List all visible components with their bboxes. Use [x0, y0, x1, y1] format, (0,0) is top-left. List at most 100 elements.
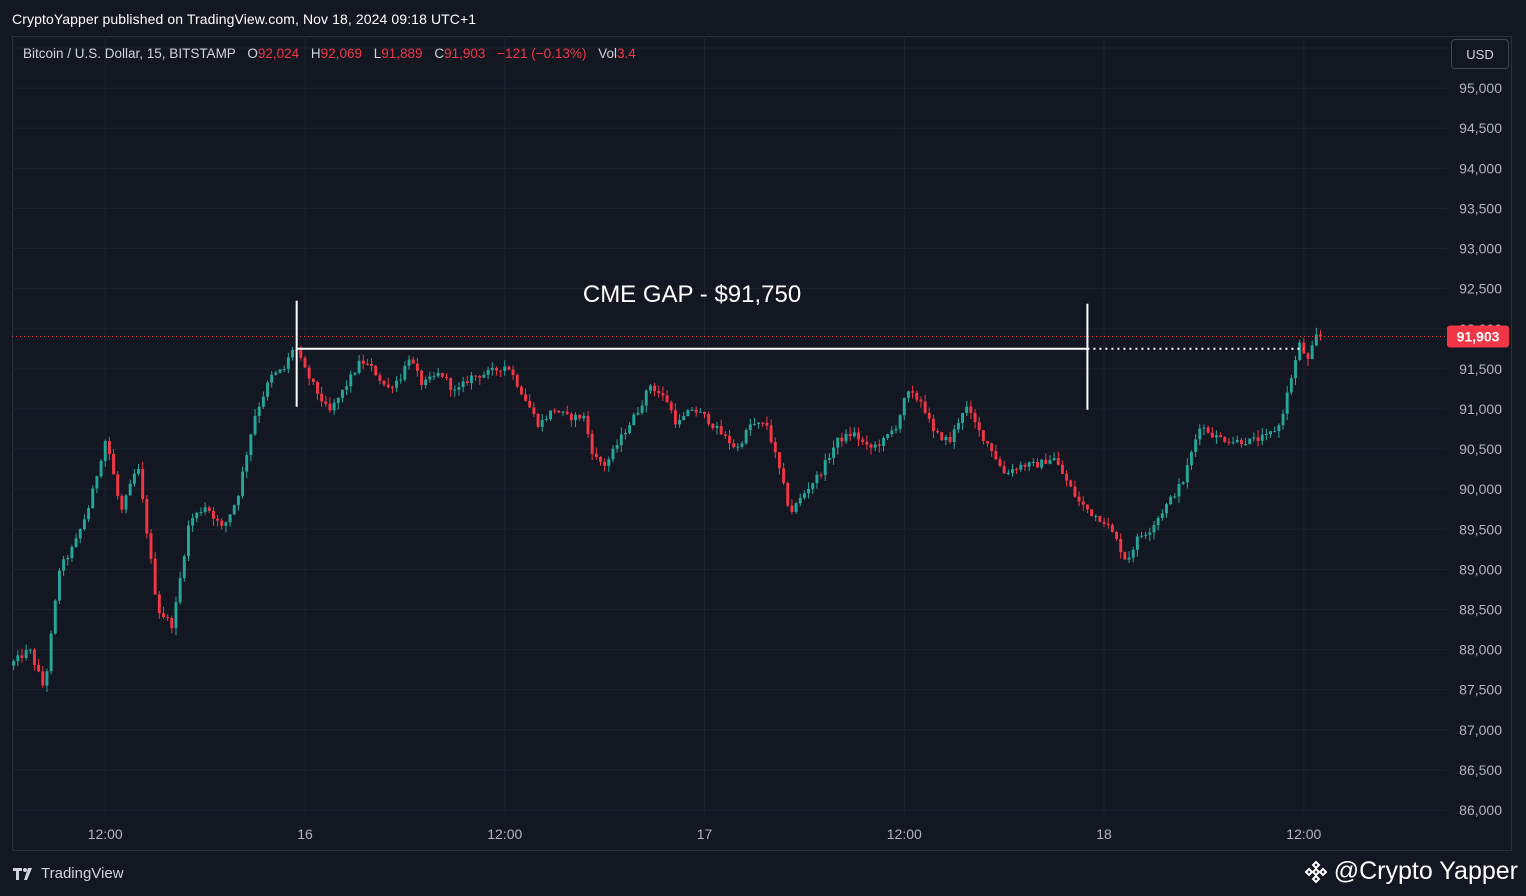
candle-body [1281, 413, 1285, 426]
candle-body [207, 507, 211, 511]
candle-body [395, 380, 399, 388]
price-tick-label: 89,500 [1459, 521, 1502, 537]
candle-body [886, 434, 890, 439]
candle-body [1173, 496, 1177, 498]
candle-body [890, 430, 894, 435]
candle-body [1239, 439, 1243, 445]
candle-body [95, 476, 99, 489]
candle-body [345, 386, 349, 390]
price-tick-label: 86,500 [1459, 762, 1502, 778]
candle-body [852, 432, 856, 437]
candle-body [507, 366, 511, 370]
candle-body [544, 419, 548, 421]
candle-body [661, 393, 665, 396]
price-chart[interactable]: CME GAP - $91,750 86,000 86,500 87,000 87,5… [12, 36, 1512, 851]
candle-body [490, 367, 494, 370]
watermark-text: @Crypto Yapper [1333, 857, 1518, 885]
candle-body [182, 556, 186, 578]
candle-body [320, 393, 324, 402]
price-tick-label: 87,500 [1459, 682, 1502, 698]
candle-body [1302, 342, 1306, 354]
candle-body [907, 391, 910, 398]
publish-bar: CryptoYapper published on TradingView.co… [0, 0, 1526, 36]
candle-body [744, 430, 748, 444]
price-tick-label: 87,000 [1459, 722, 1502, 738]
candle-body [915, 392, 919, 400]
candle-body [1115, 531, 1119, 540]
candle-body [282, 368, 286, 370]
candle-body [882, 438, 885, 446]
candle-body [1252, 437, 1256, 439]
candle-body [648, 385, 652, 391]
candle-body [1144, 534, 1148, 536]
candle-body [20, 655, 24, 658]
price-tick-label: 95,000 [1459, 80, 1502, 96]
candle-body [1023, 464, 1027, 467]
candle-body [553, 410, 557, 412]
candle-body [1314, 334, 1318, 346]
candle-body [911, 391, 915, 393]
candle-body [145, 499, 149, 534]
candle-body [440, 373, 444, 377]
candle-body [927, 412, 931, 419]
candle-body [311, 378, 315, 382]
candle-body [436, 373, 440, 376]
candle-body [245, 455, 249, 472]
candle-body [969, 406, 973, 413]
candle-body [528, 400, 532, 408]
candle-body [898, 415, 902, 429]
candle-body [411, 359, 415, 364]
candle-body [757, 422, 761, 425]
candle-body [657, 391, 661, 394]
candle-body [865, 441, 869, 445]
candle-body [1319, 334, 1322, 337]
candle-body [1277, 425, 1281, 432]
candle-body [644, 390, 648, 406]
candle-body [590, 433, 594, 454]
candle-body [623, 433, 627, 435]
change-value: −121 (−0.13%) [497, 46, 587, 61]
currency-button[interactable]: USD [1451, 39, 1509, 69]
candle-body [578, 414, 582, 419]
candle-body [773, 442, 777, 453]
candle-body [815, 474, 819, 484]
candle-body [1294, 359, 1297, 379]
candle-body [1185, 465, 1189, 483]
candle-body [1011, 469, 1014, 473]
candle-body [470, 375, 473, 384]
candle-body [611, 448, 615, 460]
candle-body [1135, 536, 1139, 550]
candle-body [1248, 438, 1252, 445]
candle-body [170, 617, 174, 629]
candle-body [798, 497, 802, 504]
candle-body [33, 649, 36, 665]
candle-body [57, 570, 61, 601]
candle-body [1110, 524, 1114, 532]
candle-body [678, 420, 682, 425]
candle-body [116, 474, 120, 496]
cme-gap-label: CME GAP - $91,750 [583, 281, 801, 308]
candle-body [532, 407, 536, 414]
price-axis[interactable]: 86,000 86,500 87,000 87,500 88,000 88,500 89,0… [1447, 40, 1509, 818]
candle-body [74, 538, 78, 548]
candle-body [162, 613, 165, 618]
candle-body [220, 520, 224, 526]
candle-body [103, 441, 107, 462]
candle-body [877, 444, 881, 446]
candle-body [120, 495, 124, 510]
candle-body [565, 411, 569, 414]
candle-body [157, 594, 161, 614]
candle-body [582, 415, 586, 419]
candle-body [632, 414, 636, 426]
candle-body [1198, 428, 1202, 440]
candle-body [141, 468, 145, 500]
candle-body [195, 512, 199, 519]
candle-body [461, 381, 465, 388]
candle-body [619, 434, 623, 446]
tradingview-logo[interactable]: TradingView [13, 865, 124, 882]
candle-body [453, 389, 457, 391]
time-axis[interactable]: 12:00 16 12:00 17 12:00 18 12:00 [88, 826, 1322, 842]
candle-body [278, 369, 282, 373]
candle-body [794, 503, 798, 512]
candle-body [1298, 342, 1302, 360]
